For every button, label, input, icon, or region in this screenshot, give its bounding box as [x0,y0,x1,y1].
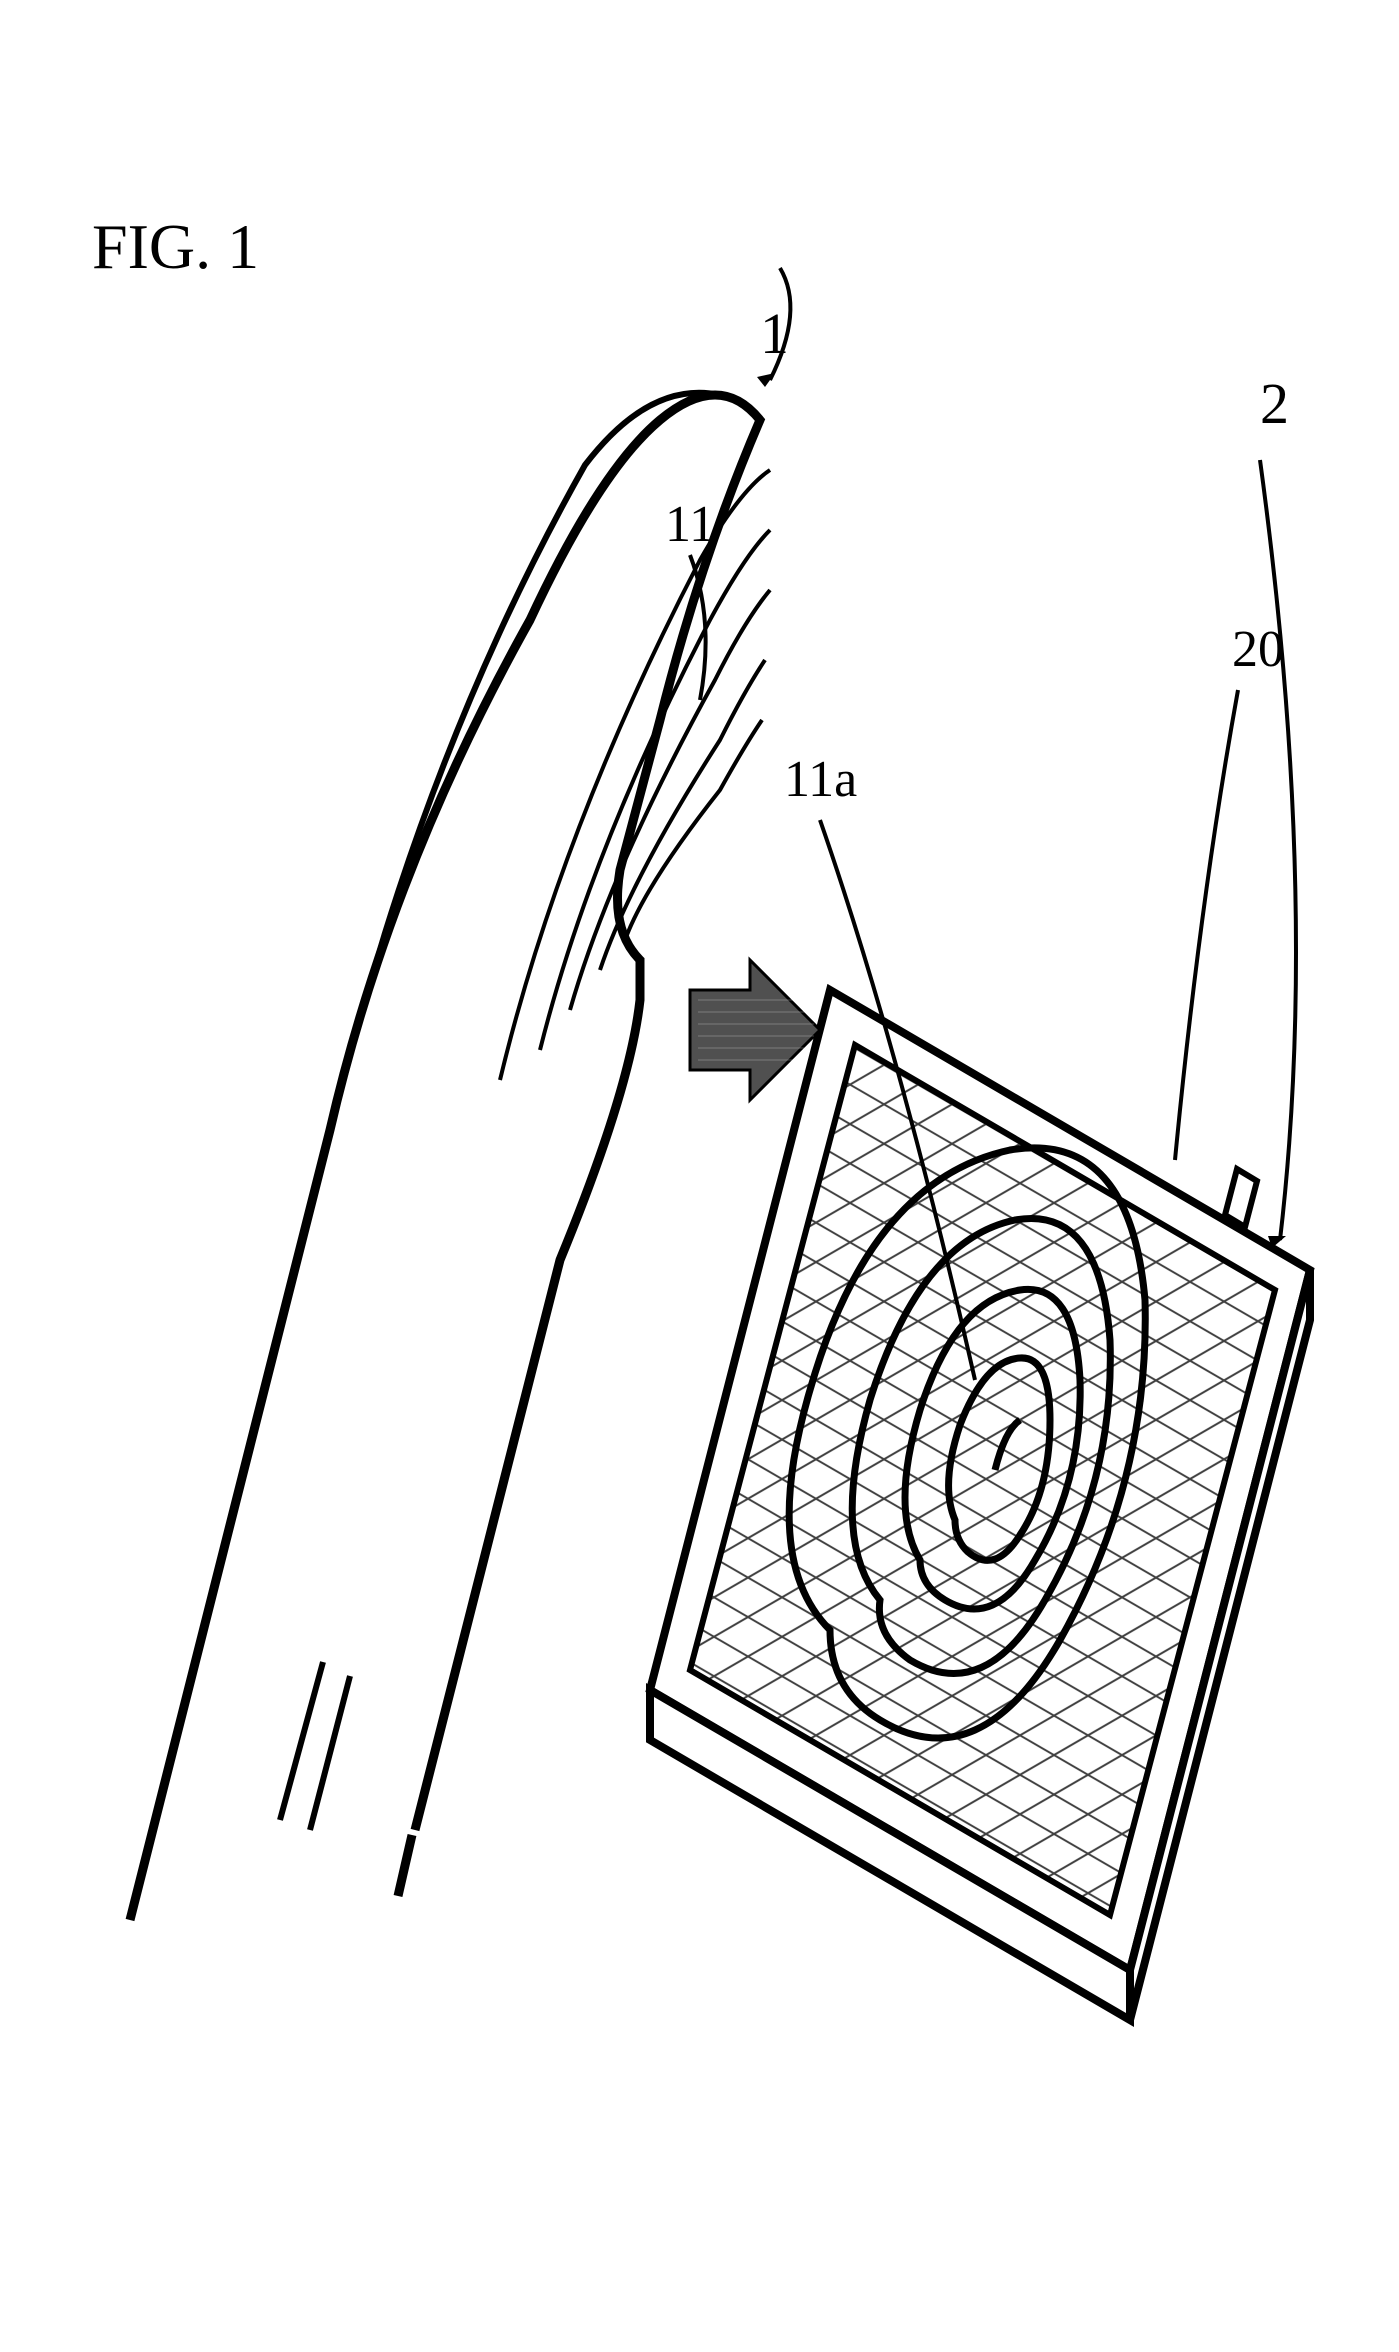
transfer-arrow-icon [690,960,820,1100]
leader-1 [757,268,790,387]
sensor-device [650,990,1310,2020]
leader-2 [1260,460,1296,1248]
leader-20 [1175,690,1238,1160]
patent-figure-page: FIG. 1 1 11 2 11a 20 [0,0,1399,2352]
figure-drawing [0,0,1399,2352]
